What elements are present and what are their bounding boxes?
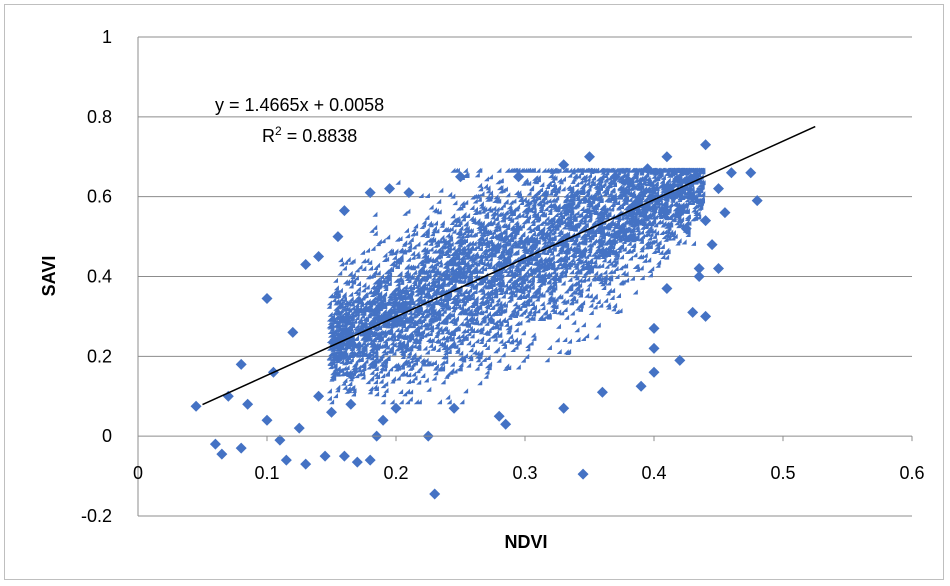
- data-point-0: [190, 400, 202, 412]
- data-points: [190, 139, 763, 500]
- data-point-28: [377, 414, 389, 426]
- data-point-49: [648, 322, 660, 334]
- y-tick-label-2: 0.6: [87, 187, 112, 207]
- x-tick-label-3: 0.3: [512, 463, 537, 483]
- data-point-37: [500, 418, 512, 430]
- r-squared-value: = 0.8838: [282, 126, 358, 146]
- data-point-65: [745, 167, 757, 179]
- data-point-21: [338, 450, 350, 462]
- data-point-20: [332, 231, 344, 243]
- data-point-55: [693, 263, 705, 275]
- data-point-5: [235, 358, 247, 370]
- y-tick-label-4: 0.2: [87, 346, 112, 366]
- data-point-31: [403, 187, 415, 199]
- x-tick-label-5: 0.5: [770, 463, 795, 483]
- data-point-9: [274, 434, 286, 446]
- data-point-59: [706, 239, 718, 251]
- data-point-36: [493, 410, 505, 422]
- data-point-25: [364, 454, 376, 466]
- y-tick-label-5: 0: [102, 426, 112, 446]
- data-point-29: [384, 183, 396, 195]
- data-point-47: [648, 366, 660, 378]
- trendline: [202, 125, 816, 406]
- data-point-13: [293, 422, 305, 434]
- data-point-48: [661, 151, 673, 163]
- point-cloud-markers: [321, 0, 706, 405]
- data-point-10: [280, 454, 292, 466]
- data-point-19: [326, 406, 337, 418]
- data-point-53: [687, 306, 699, 318]
- x-tick-label-0: 0: [133, 463, 143, 483]
- r-squared-prefix: R: [262, 126, 275, 146]
- r-squared-exponent: 2: [275, 124, 282, 138]
- data-point-8: [261, 414, 273, 426]
- trendline-equation: y = 1.4665x + 0.0058: [215, 95, 384, 115]
- r-squared-label: R2 = 0.8838: [262, 124, 357, 146]
- data-point-62: [719, 207, 731, 219]
- y-tick-label-3: 0.4: [87, 267, 112, 287]
- data-point-12: [287, 326, 299, 338]
- data-point-41: [577, 468, 589, 480]
- data-point-39: [558, 159, 570, 171]
- data-point-64: [751, 195, 763, 207]
- data-point-57: [700, 310, 712, 322]
- data-point-58: [700, 139, 712, 151]
- data-point-17: [313, 251, 325, 263]
- data-point-63: [725, 167, 737, 179]
- x-tick-label-2: 0.2: [383, 463, 408, 483]
- data-point-16: [313, 390, 325, 402]
- data-point-22: [338, 205, 350, 217]
- y-tick-label-1: 0.8: [87, 107, 112, 127]
- x-tick-label-4: 0.4: [641, 463, 666, 483]
- data-point-14: [300, 259, 312, 271]
- gridlines: [138, 36, 912, 517]
- data-point-7: [261, 292, 273, 304]
- data-point-24: [351, 456, 363, 468]
- data-point-4: [235, 442, 247, 454]
- y-tick-label-6: -0.2: [81, 506, 112, 526]
- data-point-26: [364, 187, 376, 199]
- data-point-68: [558, 402, 570, 414]
- tick-labels: 1 0.8 0.6 0.4 0.2 0 -0.2 0 0.1 0.2 0.3 0.4 0.5 0.6: [81, 27, 925, 526]
- data-point-6: [242, 398, 254, 410]
- point-cloud: [321, 0, 706, 405]
- y-axis-title: SAVI: [39, 256, 59, 297]
- x-tick-label-6: 0.6: [899, 463, 924, 483]
- data-point-45: [635, 380, 647, 392]
- data-point-18: [319, 450, 331, 462]
- x-axis-title: NDVI: [504, 532, 547, 552]
- data-point-34: [448, 402, 460, 414]
- axes: [137, 37, 913, 516]
- data-point-30: [390, 402, 402, 414]
- data-point-54: [693, 271, 705, 282]
- data-point-69: [648, 342, 660, 354]
- data-point-1: [209, 438, 221, 450]
- data-point-40: [584, 151, 595, 163]
- data-point-61: [713, 263, 724, 275]
- data-point-60: [713, 183, 724, 195]
- data-point-50: [661, 282, 673, 294]
- data-point-52: [674, 354, 686, 366]
- data-point-33: [429, 488, 441, 500]
- x-tick-label-1: 0.1: [254, 463, 279, 483]
- data-point-15: [300, 458, 312, 470]
- data-point-42: [596, 386, 608, 398]
- y-tick-label-0: 1: [102, 27, 112, 47]
- data-point-2: [216, 448, 228, 460]
- data-point-38: [513, 171, 525, 183]
